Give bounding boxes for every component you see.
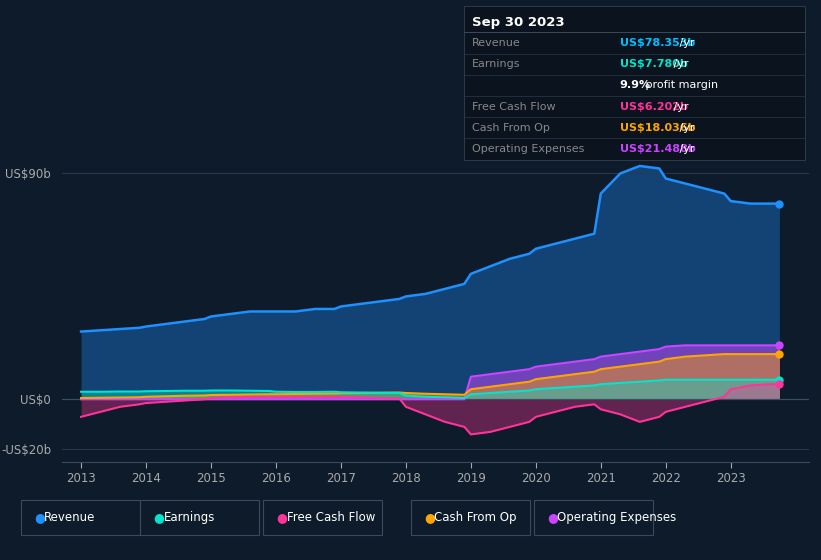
Text: /yr: /yr (676, 38, 695, 48)
Text: Free Cash Flow: Free Cash Flow (287, 511, 375, 524)
Text: Revenue: Revenue (44, 511, 96, 524)
Text: ●: ● (277, 511, 287, 524)
Text: Operating Expenses: Operating Expenses (557, 511, 677, 524)
Text: ●: ● (154, 511, 164, 524)
Text: Free Cash Flow: Free Cash Flow (472, 101, 556, 111)
Text: US$18.036b: US$18.036b (620, 123, 695, 133)
Text: US$21.488b: US$21.488b (620, 144, 695, 154)
Text: ●: ● (548, 511, 558, 524)
Text: Sep 30 2023: Sep 30 2023 (472, 16, 565, 29)
Text: ●: ● (34, 511, 45, 524)
Text: Earnings: Earnings (163, 511, 215, 524)
Text: US$6.202b: US$6.202b (620, 101, 688, 111)
Text: ●: ● (424, 511, 435, 524)
Text: Earnings: Earnings (472, 59, 521, 69)
Text: US$78.353b: US$78.353b (620, 38, 695, 48)
Text: /yr: /yr (676, 123, 695, 133)
Text: /yr: /yr (670, 59, 689, 69)
Text: Revenue: Revenue (472, 38, 521, 48)
Text: Operating Expenses: Operating Expenses (472, 144, 585, 154)
Text: /yr: /yr (676, 144, 695, 154)
Text: Cash From Op: Cash From Op (434, 511, 516, 524)
Text: /yr: /yr (670, 101, 689, 111)
Text: Cash From Op: Cash From Op (472, 123, 550, 133)
Text: 9.9%: 9.9% (620, 81, 651, 91)
Text: US$7.780b: US$7.780b (620, 59, 688, 69)
Text: profit margin: profit margin (642, 81, 718, 91)
